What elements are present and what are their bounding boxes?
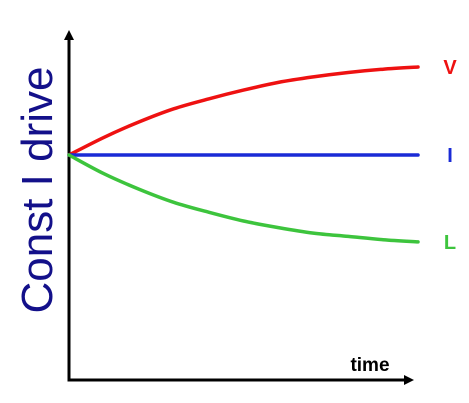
series-line-v <box>67 65 420 157</box>
series-label-v: V <box>443 57 457 79</box>
x-axis-label: time <box>350 355 389 376</box>
series-label-l: L <box>444 232 456 254</box>
series-labels: V I L <box>443 57 457 254</box>
series-layer <box>67 65 420 244</box>
series-label-i: I <box>447 145 453 167</box>
x-axis-arrow <box>404 375 414 385</box>
axes <box>64 30 414 385</box>
y-axis-label: Const I drive <box>13 67 62 314</box>
series-line-l <box>67 153 420 244</box>
y-axis-arrow <box>64 30 74 40</box>
